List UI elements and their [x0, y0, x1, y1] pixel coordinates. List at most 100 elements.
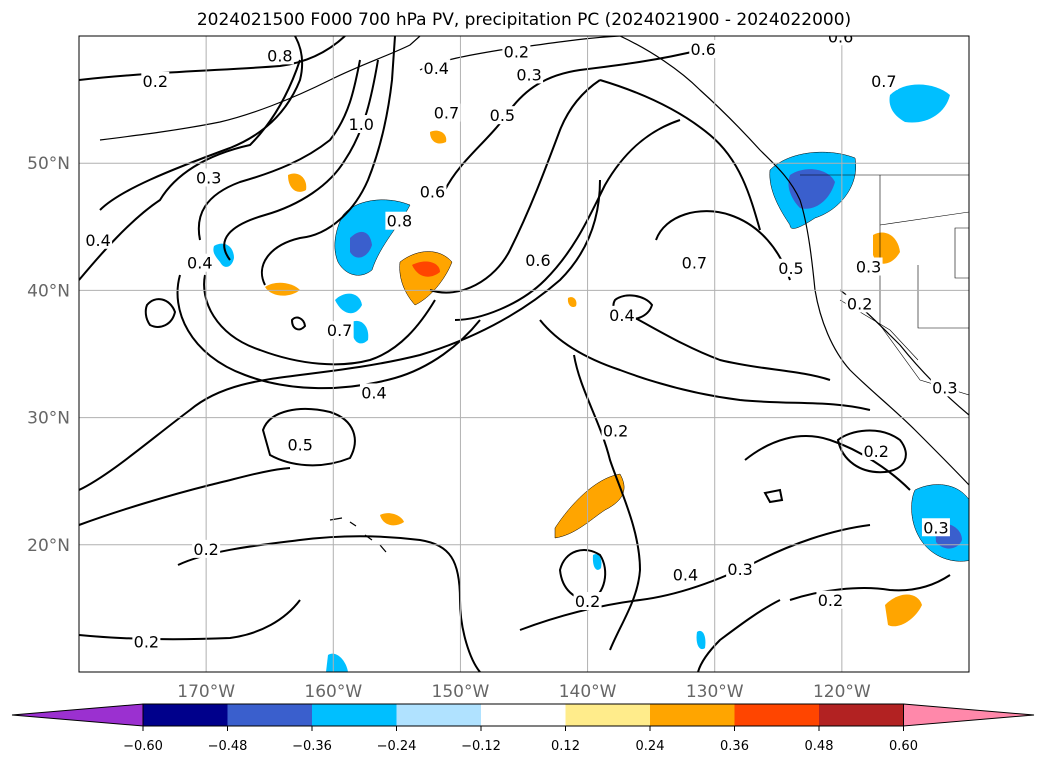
lat-tick-label: 20°N — [27, 536, 70, 556]
colorbar-tick-label: 0.48 — [805, 739, 834, 754]
contour-label: 0.6 — [420, 182, 445, 201]
contour-labels: 0.2 0.3 0.4 0.4 0.8 1.0 0.4 0.7 0.2 0.3 0.5 0.6 0.6 0… — [84, 27, 959, 652]
lat-tick-label: 30°N — [27, 409, 70, 429]
contour-label: 1.0 — [349, 115, 374, 134]
contour-label-bg — [573, 592, 602, 611]
contour-label: 0.6 — [691, 40, 716, 59]
contour-label-bg — [84, 230, 113, 249]
contour-label: 0.8 — [387, 212, 412, 231]
lat-tick-label: 50°N — [27, 154, 70, 174]
gridlines — [79, 36, 969, 672]
contour-label-bg — [816, 590, 845, 609]
contour-label: 0.4 — [85, 231, 110, 250]
contour-label-bg — [132, 632, 161, 651]
contour-label-bg — [601, 421, 630, 440]
contour-label-bg — [141, 71, 170, 90]
latitude-tick-labels: 50°N 40°N 30°N 20°N — [27, 154, 70, 556]
contour-label-bg — [523, 251, 552, 270]
colorbar-extend-high — [903, 703, 1035, 727]
contour-label-bg — [422, 59, 451, 78]
contour-label: 0.3 — [727, 560, 752, 579]
colorbar-segment — [227, 704, 313, 726]
political-boundaries — [800, 174, 969, 396]
contour-label-bg — [194, 168, 223, 187]
contour-label-bg — [689, 39, 718, 58]
contour-label-bg — [192, 539, 221, 558]
colorbar-segment — [481, 704, 566, 726]
contour-label: 0.7 — [871, 72, 896, 91]
contour-label: 0.5 — [778, 259, 803, 278]
contour-label-bg — [671, 565, 700, 584]
contour-label: 0.3 — [856, 258, 881, 277]
contour-label: 0.4 — [673, 565, 698, 584]
lon-tick-label: 140°W — [559, 682, 617, 702]
contour-label-bg — [726, 560, 755, 579]
map-frame — [78, 35, 970, 673]
contour-label: 0.7 — [434, 104, 459, 123]
contour-label-bg — [385, 211, 414, 230]
lon-tick-label: 170°W — [177, 682, 235, 702]
colorbar-tick-label: 0.36 — [720, 739, 749, 754]
lon-tick-label: 120°W — [813, 682, 871, 702]
lon-tick-label: 160°W — [304, 682, 362, 702]
colorbar-segment — [734, 704, 820, 726]
map-background — [79, 36, 969, 672]
colorbar-segment — [312, 704, 397, 726]
contour-label-bg — [826, 36, 855, 46]
colorbar-extend-low — [11, 703, 144, 727]
contour-label: 0.6 — [828, 27, 853, 46]
contour-label: 0.3 — [923, 518, 948, 537]
contour-label: 0.2 — [818, 591, 843, 610]
contour-label-bg — [325, 321, 354, 340]
contour-label: 0.2 — [863, 442, 888, 461]
contour-label: 0.2 — [603, 422, 628, 441]
colorbar: −0.60 −0.48 −0.36 −0.24 −0.12 0.12 0.24 0.36 0.4… — [11, 703, 1035, 754]
contour-label-bg — [921, 518, 950, 537]
lon-tick-label: 130°W — [686, 682, 744, 702]
contour-label: 0.3 — [932, 378, 957, 397]
colorbar-segment — [819, 704, 904, 726]
colorbar-tick-label: −0.12 — [461, 739, 501, 754]
contour-label-bg — [488, 106, 517, 125]
contour-label: 0.4 — [424, 59, 449, 78]
contour-label-bg — [347, 115, 376, 134]
colorbar-tick-label: 0.12 — [551, 739, 580, 754]
contour-label-bg — [862, 441, 891, 460]
contour-label-bg — [185, 253, 214, 272]
contour-label: 0.4 — [609, 306, 634, 325]
contour-label-bg — [265, 46, 294, 65]
contour-label-bg — [418, 182, 447, 201]
contour-label: 0.2 — [504, 43, 529, 62]
contour-label: 0.2 — [193, 540, 218, 559]
contour-label-bg — [777, 258, 805, 277]
colorbar-tick-label: −0.36 — [292, 739, 332, 754]
contour-label: 0.5 — [288, 436, 313, 455]
contour-label: 0.2 — [134, 633, 159, 652]
colorbar-segment — [143, 704, 228, 726]
contour-label-bg — [854, 257, 883, 276]
colorbar-segment — [396, 704, 482, 726]
contour-label: 0.2 — [847, 294, 872, 313]
longitude-tick-labels: 170°W 160°W 150°W 140°W 130°W 120°W — [177, 682, 871, 702]
contour-label: 0.3 — [516, 65, 541, 84]
contour-label: 0.3 — [196, 168, 221, 187]
contour-label: 0.2 — [575, 592, 600, 611]
lat-tick-label: 40°N — [27, 281, 70, 301]
colorbar-segment — [650, 704, 735, 726]
contour-label: 0.2 — [143, 72, 168, 91]
colorbar-tick-label: −0.60 — [123, 739, 163, 754]
contour-label-bg — [502, 42, 531, 61]
lon-tick-label: 150°W — [432, 682, 490, 702]
contour-label-bg — [432, 103, 461, 122]
colorbar-tick-label: −0.24 — [377, 739, 417, 754]
colorbar-tick-label: 0.24 — [636, 739, 665, 754]
contour-label: 0.8 — [267, 46, 292, 65]
contour-label-bg — [930, 378, 959, 397]
contour-label-bg — [845, 294, 874, 313]
contour-label-bg — [869, 71, 898, 90]
contour-label-bg — [680, 253, 709, 272]
contour-label: 0.5 — [490, 106, 515, 125]
negative-shading — [213, 84, 969, 672]
contour-label: 0.6 — [525, 251, 550, 270]
